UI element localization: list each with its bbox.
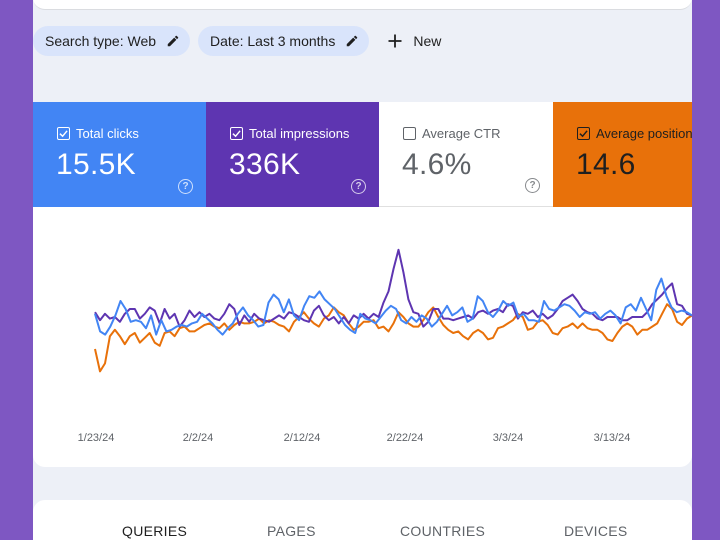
x-tick-label: 2/2/24 xyxy=(183,432,214,444)
edit-icon[interactable] xyxy=(345,34,359,48)
filter-bar: Search type: Web Date: Last 3 months New xyxy=(33,25,451,57)
metric-card-average-position[interactable]: Average position 14.6 xyxy=(553,102,692,207)
report-panel: Search type: Web Date: Last 3 months New… xyxy=(33,0,692,540)
checkbox-checked-icon[interactable] xyxy=(577,127,590,140)
metric-value: 14.6 xyxy=(576,148,636,181)
series-line-total-impressions[interactable] xyxy=(94,248,692,328)
performance-chart[interactable]: 1/23/24 2/2/24 2/12/24 2/22/24 3/3/24 3/13/24 xyxy=(33,207,692,467)
performance-chart-card: 1/23/24 2/2/24 2/12/24 2/22/24 3/3/24 3/13/24 xyxy=(33,207,692,467)
edit-icon[interactable] xyxy=(166,34,180,48)
x-tick-label: 2/12/24 xyxy=(284,432,321,444)
search-type-filter-chip[interactable]: Search type: Web xyxy=(33,26,191,56)
metric-card-total-impressions[interactable]: Total impressions 336K ? xyxy=(206,102,379,207)
metric-value: 15.5K xyxy=(56,148,136,181)
checkbox-checked-icon[interactable] xyxy=(230,127,243,140)
x-tick-label: 1/23/24 xyxy=(78,432,115,444)
search-type-label: Search type: Web xyxy=(45,33,157,49)
new-filter-label: New xyxy=(413,33,442,49)
date-label: Date: Last 3 months xyxy=(210,33,336,49)
plus-icon xyxy=(388,34,402,48)
x-tick-label: 3/13/24 xyxy=(594,432,631,444)
help-icon[interactable]: ? xyxy=(178,179,193,194)
help-icon[interactable]: ? xyxy=(525,178,540,193)
checkbox-checked-icon[interactable] xyxy=(57,127,70,140)
x-tick-label: 2/22/24 xyxy=(387,432,424,444)
metric-label: Total clicks xyxy=(76,126,139,141)
tab-countries[interactable]: COUNTRIES xyxy=(400,523,486,539)
metric-card-average-ctr[interactable]: Average CTR 4.6% ? xyxy=(379,102,553,207)
metric-label: Total impressions xyxy=(249,126,350,141)
series-line-total-clicks[interactable] xyxy=(94,277,692,336)
series-line-average-position[interactable] xyxy=(94,303,692,373)
x-tick-label: 3/3/24 xyxy=(493,432,524,444)
date-filter-chip[interactable]: Date: Last 3 months xyxy=(198,26,370,56)
metric-value: 4.6% xyxy=(402,148,472,181)
metric-label: Average position xyxy=(596,126,692,141)
help-icon[interactable]: ? xyxy=(351,179,366,194)
checkbox-unchecked-icon[interactable] xyxy=(403,127,416,140)
metric-value: 336K xyxy=(229,148,301,181)
dimension-tabs: QUERIES PAGES COUNTRIES DEVICES xyxy=(33,500,692,540)
tab-devices[interactable]: DEVICES xyxy=(564,523,628,539)
top-card xyxy=(33,0,692,10)
tab-pages[interactable]: PAGES xyxy=(267,523,316,539)
metric-label: Average CTR xyxy=(422,126,501,141)
metric-cards: Total clicks 15.5K ? Total impressions 3… xyxy=(33,102,692,207)
tab-queries[interactable]: QUERIES xyxy=(122,523,188,539)
metric-card-total-clicks[interactable]: Total clicks 15.5K ? xyxy=(33,102,206,207)
new-filter-button[interactable]: New xyxy=(377,26,451,56)
